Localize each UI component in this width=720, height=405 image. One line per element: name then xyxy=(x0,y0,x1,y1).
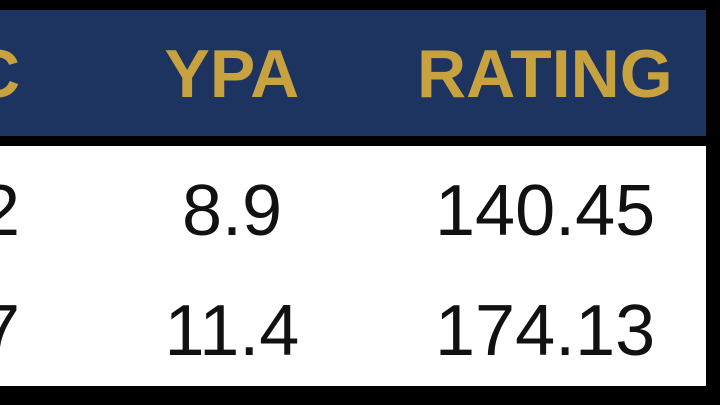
header-cell: RATING xyxy=(417,36,673,112)
data-cell: 140.45 xyxy=(435,171,656,251)
data-cell: 11.4 xyxy=(164,291,300,371)
data-cell: 8.9 xyxy=(182,171,283,251)
header-band xyxy=(0,10,706,136)
body-band xyxy=(0,146,706,386)
header-cell: YPA xyxy=(164,36,300,112)
data-cell: 2 xyxy=(0,171,21,251)
header-cell: C xyxy=(0,40,20,108)
data-cell: 174.13 xyxy=(435,291,656,371)
data-cell: 7 xyxy=(0,291,21,371)
